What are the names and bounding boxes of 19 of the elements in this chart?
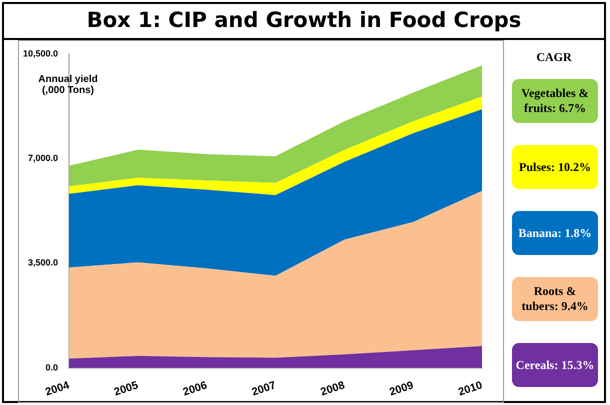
- text: Roots & tubers: 9.4%: [512, 277, 598, 321]
- x-tick-label: 2007: [250, 379, 278, 398]
- y-tick-label: 7,000.0: [28, 153, 58, 164]
- x-tick-label: 2010: [456, 379, 484, 398]
- text: Cereals: 15.3%: [512, 343, 598, 387]
- y-tick-label: 3,500.0: [28, 258, 58, 268]
- text: Banana: 1.8%: [512, 211, 598, 255]
- legend-title: CAGR: [535, 50, 573, 65]
- x-tick-label: 2008: [319, 379, 346, 398]
- text: Vegetables & fruits: 6.7%: [512, 79, 598, 123]
- x-tick-label: 2005: [112, 379, 140, 398]
- chart-title: Box 1: CIP and Growth in Food Crops: [4, 4, 604, 40]
- y-axis-title: Annual yield (,000 Tons): [37, 74, 99, 96]
- x-tick-label: 2004: [44, 379, 72, 398]
- y-tick-label: 0.0: [46, 362, 58, 372]
- x-tick-label: 2009: [388, 379, 416, 398]
- y-tick-label: 10,500.0: [22, 48, 58, 58]
- x-tick-label: 2006: [182, 379, 209, 398]
- text: Pulses: 10.2%: [512, 145, 598, 189]
